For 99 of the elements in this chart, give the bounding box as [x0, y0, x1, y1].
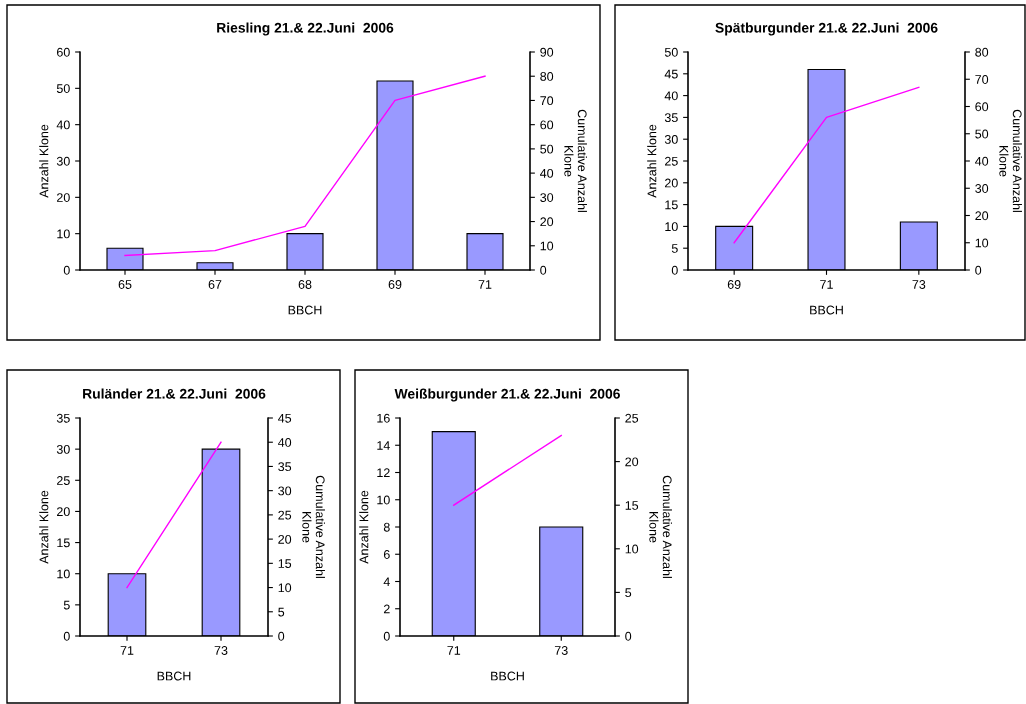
y-axis-title: Anzahl Klone	[647, 124, 657, 198]
y-tick-label: 50	[56, 84, 70, 93]
y2-tick-label: 70	[540, 96, 554, 106]
y2-axis-title: Cumulative Anzahl Klone	[564, 109, 587, 212]
y2-tick-label: 30	[540, 193, 554, 202]
y-tick-label: 10	[665, 222, 678, 232]
y2-tick-label: 0	[625, 631, 632, 641]
y-tick-label: 30	[56, 444, 70, 454]
y-tick-label: 10	[57, 229, 70, 239]
x-tick-label: 73	[554, 646, 568, 655]
y2-tick-label: 25	[278, 510, 292, 520]
y-tick-label: 20	[665, 178, 678, 188]
y2-tick-label: 45	[278, 413, 292, 423]
line-series	[124, 75, 486, 257]
x-axis-title: BBCH	[810, 305, 843, 315]
y-tick-label: 6	[383, 550, 390, 559]
y-tick-label: 30	[56, 156, 70, 166]
y-tick-label: 0	[63, 265, 70, 275]
y2-tick-label: 20	[625, 457, 639, 467]
y-tick-label: 14	[377, 441, 390, 450]
y-tick-label: 5	[671, 244, 678, 253]
y2-tick-label: 15	[625, 501, 639, 510]
y2-axis-title: Cumulative Anzahl Klone	[302, 475, 325, 578]
x-axis-title: BBCH	[288, 305, 322, 315]
y2-axis-title: Cumulative Anzahl Klone	[999, 109, 1022, 212]
x-tick-label: 71	[447, 646, 461, 655]
y2-tick-label: 10	[975, 238, 989, 248]
y2-tick-label: 30	[975, 184, 989, 193]
chart-title: Ruländer 21.& 22.Juni 2006	[83, 388, 266, 399]
x-tick-label: 69	[388, 280, 402, 289]
x-tick-label: 73	[214, 646, 228, 655]
y-tick-label: 16	[377, 413, 390, 423]
y2-tick-label: 40	[540, 168, 554, 178]
y-axis-title: Anzahl Klone	[359, 490, 369, 564]
y-tick-label: 40	[56, 120, 70, 130]
y2-tick-label: 30	[278, 486, 292, 496]
y2-tick-label: 10	[278, 583, 292, 593]
x-axis-title: BBCH	[157, 671, 191, 681]
y2-tick-label: 0	[540, 265, 547, 275]
y-tick-label: 5	[63, 600, 70, 610]
y-tick-label: 45	[664, 69, 678, 79]
y2-axis-title: Cumulative Anzahl Klone	[649, 475, 672, 578]
x-tick-label: 73	[912, 280, 926, 289]
y2-tick-label: 80	[540, 72, 554, 81]
y-tick-label: 35	[664, 113, 678, 123]
x-axis-title: BBCH	[491, 671, 524, 681]
x-tick-label: 69	[727, 280, 741, 289]
y-tick-label: 35	[56, 413, 70, 423]
y2-tick-label: 20	[540, 217, 554, 227]
y-tick-label: 25	[665, 156, 678, 166]
x-tick-label: 68	[298, 280, 312, 289]
y-tick-label: 20	[57, 507, 70, 517]
y-tick-label: 15	[665, 200, 678, 210]
chart-title: Spätburgunder 21.& 22.Juni 2006	[715, 22, 938, 36]
y2-tick-label: 10	[625, 544, 639, 554]
y2-tick-label: 5	[278, 607, 285, 617]
y-tick-label: 15	[57, 538, 70, 548]
x-tick-label: 71	[120, 646, 134, 655]
y-axis-title: Anzahl Klone	[39, 490, 49, 564]
x-tick-label: 71	[478, 280, 492, 289]
y-axis-title: Anzahl Klone	[39, 124, 49, 198]
y2-tick-label: 5	[625, 588, 632, 598]
y2-tick-label: 90	[540, 47, 554, 57]
y-tick-label: 12	[377, 468, 390, 478]
y-tick-label: 8	[383, 522, 390, 532]
y2-tick-label: 25	[625, 413, 639, 423]
y2-tick-label: 40	[975, 156, 989, 166]
y2-tick-label: 50	[975, 129, 989, 139]
y2-tick-label: 50	[540, 144, 554, 154]
y-tick-label: 60	[57, 47, 70, 57]
y-tick-label: 50	[664, 47, 678, 57]
y2-tick-label: 35	[278, 462, 292, 472]
y-tick-label: 0	[671, 265, 678, 275]
y-tick-label: 25	[57, 476, 70, 485]
y-tick-label: 20	[57, 193, 70, 202]
y2-tick-label: 70	[975, 75, 989, 84]
y2-tick-label: 60	[975, 102, 989, 112]
x-tick-label: 67	[208, 280, 222, 289]
y2-tick-label: 80	[975, 47, 989, 57]
chart-title: Weißburgunder 21.& 22.Juni 2006	[394, 388, 620, 402]
y-tick-label: 2	[383, 604, 390, 614]
y-tick-label: 4	[383, 577, 390, 587]
y-tick-label: 10	[57, 569, 70, 579]
y-tick-label: 40	[664, 91, 678, 101]
y-tick-label: 0	[383, 631, 390, 641]
y2-tick-label: 0	[278, 631, 285, 641]
y2-tick-label: 40	[278, 438, 292, 447]
y2-tick-label: 15	[278, 559, 292, 568]
y2-tick-label: 60	[540, 120, 554, 130]
y-tick-label: 30	[664, 135, 678, 144]
y-tick-label: 10	[377, 495, 390, 505]
chart-title: Riesling 21.& 22.Juni 2006	[217, 22, 394, 36]
y2-tick-label: 10	[540, 241, 554, 251]
x-tick-label: 65	[118, 280, 132, 289]
y2-tick-label: 0	[975, 265, 982, 275]
y2-tick-label: 20	[975, 211, 989, 221]
y2-tick-label: 20	[278, 534, 292, 544]
x-tick-label: 71	[820, 280, 833, 289]
y-tick-label: 0	[63, 631, 70, 641]
